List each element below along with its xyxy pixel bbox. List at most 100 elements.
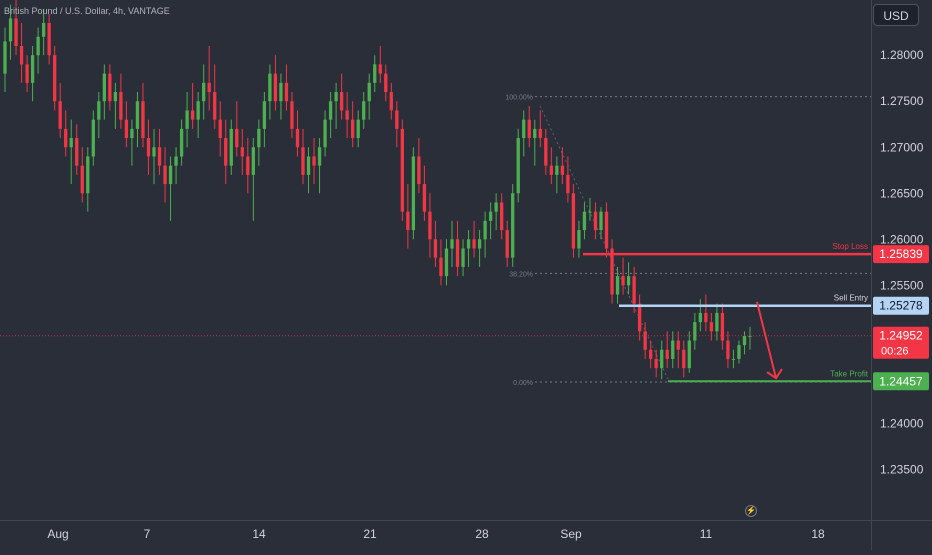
candle-body: [610, 248, 614, 295]
candle-body: [328, 101, 333, 120]
candle-body: [284, 82, 289, 102]
x-tick-label: Aug: [47, 527, 68, 541]
take-profit-tag-text: 1.24457: [879, 374, 923, 388]
candles-layer: [3, 0, 752, 380]
candle-body: [356, 119, 360, 139]
price-tags: 1.25839 1.25278 1.24457 1.24952 00:26: [873, 245, 929, 391]
chart-title: British Pound / U.S. Dollar, 4h, VANTAGE: [4, 6, 170, 16]
candle-body: [119, 92, 123, 120]
candle-body: [75, 138, 79, 166]
candle-body: [593, 211, 598, 231]
candle-body: [179, 128, 184, 157]
candle-body: [450, 239, 454, 249]
y-tick-label: 1.27000: [880, 140, 924, 154]
candle-body: [157, 147, 162, 166]
candle-body: [643, 331, 647, 350]
candle-body: [163, 165, 167, 185]
current-price-text: 1.24952: [879, 329, 923, 343]
y-tick-label: 1.25500: [880, 278, 924, 292]
candle-body: [268, 73, 272, 102]
candle-body: [86, 156, 90, 194]
candle-body: [455, 239, 460, 267]
candle-body: [47, 23, 51, 56]
candle-body: [113, 92, 118, 102]
candle-body: [549, 165, 553, 175]
candle-body: [588, 211, 592, 213]
stop-loss-label: Stop Loss: [832, 242, 868, 251]
stop-loss-tag-text: 1.25839: [879, 247, 923, 261]
candle-body: [566, 174, 570, 194]
candle-body: [19, 46, 24, 65]
candle-body: [213, 92, 217, 120]
currency-button[interactable]: USD: [873, 4, 919, 26]
candle-body: [665, 349, 669, 359]
candle-body: [726, 340, 730, 359]
candle-body: [604, 211, 609, 249]
candle-body: [731, 358, 736, 360]
candle-body: [406, 211, 410, 231]
x-tick-label: Sep: [560, 527, 582, 541]
x-tick-label: 7: [144, 527, 151, 541]
candle-body: [323, 119, 327, 148]
y-tick-label: 1.26500: [880, 186, 924, 200]
candle-body: [533, 128, 537, 139]
candle-body: [240, 147, 244, 157]
candle-body: [257, 128, 261, 148]
candle-body: [571, 193, 576, 249]
candle-body: [124, 119, 129, 139]
candle-body: [704, 312, 708, 323]
candle-body: [472, 239, 476, 249]
candle-body: [273, 73, 278, 102]
candle-body: [152, 147, 156, 157]
candle-body: [687, 340, 691, 369]
projection-arrow-head: [766, 368, 783, 380]
y-tick-label: 1.27500: [880, 94, 924, 108]
candle-body: [698, 312, 702, 323]
candle-body: [632, 276, 636, 304]
countdown-text: 00:26: [881, 346, 909, 358]
candle-body: [439, 257, 443, 277]
candle-body: [378, 64, 382, 74]
candle-body: [30, 55, 35, 83]
candle-body: [742, 335, 747, 346]
candle-body: [577, 230, 581, 249]
y-tick-label: 1.26000: [880, 232, 924, 246]
candle-body: [516, 138, 520, 194]
candle-body: [709, 322, 714, 332]
candle-body: [8, 18, 13, 42]
candle-body: [312, 156, 316, 166]
candle-body: [345, 110, 349, 120]
candle-body: [693, 322, 697, 341]
candle-body: [522, 119, 526, 139]
candle-body: [3, 41, 7, 74]
candle-body: [527, 119, 531, 139]
candle-body: [64, 128, 68, 148]
sell-entry-tag: [873, 296, 929, 315]
candle-body: [97, 101, 101, 120]
current-price-tag: [873, 326, 929, 359]
candle-body: [351, 119, 355, 139]
take-profit-label: Take Profit: [830, 369, 869, 378]
candle-body: [444, 248, 449, 277]
fib-level-label: 0.00%: [513, 380, 533, 387]
candle-body: [185, 110, 189, 129]
candle-body: [235, 128, 239, 148]
lightning-icon[interactable]: ⚡: [745, 505, 757, 517]
y-tick-label: 1.23500: [880, 462, 924, 476]
candle-body: [615, 276, 620, 295]
candle-body: [682, 349, 686, 369]
candle-body: [41, 23, 46, 37]
candle-body: [483, 220, 487, 240]
candle-body: [202, 82, 206, 102]
candle-body: [168, 165, 173, 185]
x-tick-label: 21: [363, 527, 377, 541]
candle-body: [229, 128, 233, 166]
candle-body: [737, 345, 741, 359]
candle-body: [141, 101, 145, 139]
x-tick-label: 28: [475, 527, 489, 541]
candle-body: [626, 276, 631, 286]
candle-body: [555, 165, 559, 175]
candle-body: [428, 211, 432, 240]
stop-loss-tag: [873, 245, 929, 264]
